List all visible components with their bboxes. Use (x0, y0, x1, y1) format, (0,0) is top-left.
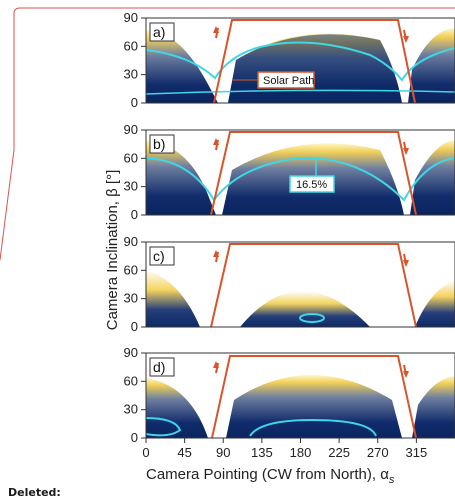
y-tick-label: 30 (124, 179, 138, 194)
x-tick-label: 0 (142, 445, 149, 460)
y-tick-label: 30 (124, 67, 138, 82)
x-tick-label: 45 (177, 445, 191, 460)
x-tick-label: 135 (251, 445, 273, 460)
panel-c-label: c) (153, 248, 165, 264)
solar-path-callout: Solar Path (263, 75, 314, 87)
y-tick-label: 0 (131, 207, 138, 222)
panel-c: c) (145, 241, 455, 328)
y-tick-label: 60 (124, 373, 138, 388)
y-tick-label: 90 (124, 122, 138, 137)
panel-a-label: a) (153, 24, 165, 40)
y-tick-label: 30 (124, 291, 138, 306)
panel-a: a) Solar Path (145, 17, 455, 104)
contour-percent-callout: 16.5% (296, 179, 327, 191)
x-tick-label: 270 (367, 445, 389, 460)
y-tick-label: 60 (124, 150, 138, 165)
y-tick-label: 60 (124, 262, 138, 277)
panel-b-label: b) (153, 136, 165, 152)
x-tick-label: 315 (406, 445, 428, 460)
panel-b: b) 16.5% (145, 129, 455, 216)
deleted-revision-label: Deleted: (8, 486, 61, 499)
y-tick-label: 0 (131, 319, 138, 334)
y-tick-label: 90 (124, 10, 138, 25)
y-tick-label: 0 (131, 95, 138, 110)
y-tick-label: 0 (131, 430, 138, 445)
y-axis-label: Camera Inclination, β [°] (104, 170, 121, 331)
x-tick-label: 225 (328, 445, 350, 460)
y-tick-label: 60 (124, 38, 138, 53)
y-tick-label: 90 (124, 234, 138, 249)
x-tick-label: 90 (216, 445, 230, 460)
y-tick-label: 90 (124, 345, 138, 360)
panel-d: d) (145, 352, 455, 439)
x-axis-label: Camera Pointing (CW from North), αs (146, 466, 395, 486)
x-tick-label: 180 (290, 445, 312, 460)
y-axis-ticks: 0 30 60 90 0 30 60 90 0 30 60 90 0 30 60 90 (124, 10, 146, 445)
panel-d-label: d) (153, 359, 165, 375)
x-axis-ticks: 0 45 90 135 180 225 270 315 (142, 438, 427, 460)
y-tick-label: 30 (124, 402, 138, 417)
